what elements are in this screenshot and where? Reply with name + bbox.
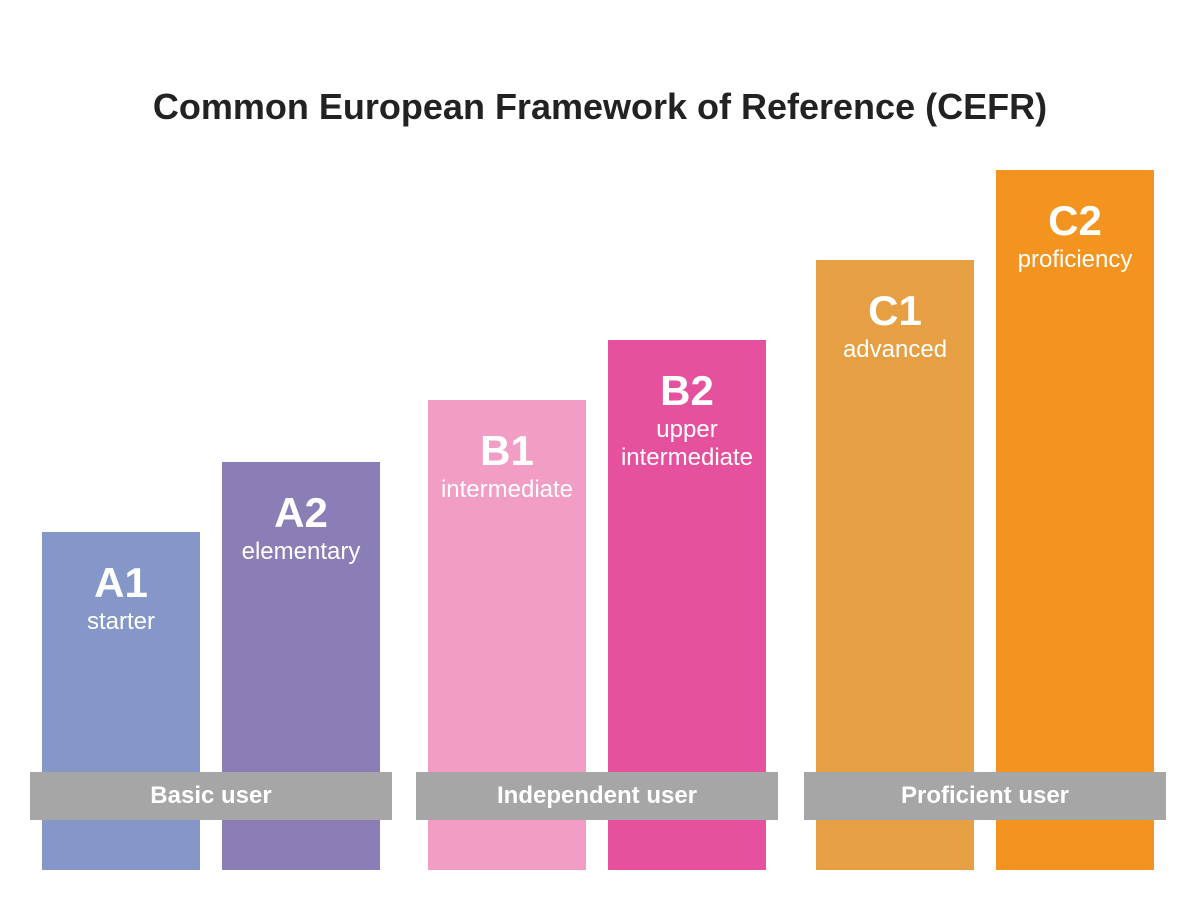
- bar-group: C1advancedC2proficiencyProficient user: [804, 160, 1166, 880]
- bar-sublabel: advanced: [843, 336, 947, 364]
- bar: C2proficiency: [996, 170, 1154, 870]
- bar-group: B1intermediate B2upperintermediate Indepen…: [416, 160, 778, 880]
- bar-level-label: B2: [660, 368, 714, 414]
- chart-title: Common European Framework of Reference (…: [0, 86, 1200, 128]
- bar-sublabel: intermediate: [441, 476, 573, 504]
- bar-sublabel: proficiency: [1018, 246, 1133, 274]
- bar-level-label: A2: [274, 490, 328, 536]
- cefr-chart: A1starter A2elementary Basic user B1interme…: [30, 160, 1170, 880]
- group-band-label: Proficient user: [804, 772, 1166, 820]
- group-band-label: Basic user: [30, 772, 392, 820]
- bar-level-label: B1: [480, 428, 534, 474]
- bar-sublabel: upperintermediate: [621, 416, 753, 471]
- bar-sublabel: starter: [87, 608, 155, 636]
- bar-level-label: C1: [868, 288, 922, 334]
- bar-group: A1starter A2elementary Basic user: [30, 160, 392, 880]
- bar-level-label: A1: [94, 560, 148, 606]
- bar-level-label: C2: [1048, 198, 1102, 244]
- bar-sublabel: elementary: [242, 538, 361, 566]
- group-band-label: Independent user: [416, 772, 778, 820]
